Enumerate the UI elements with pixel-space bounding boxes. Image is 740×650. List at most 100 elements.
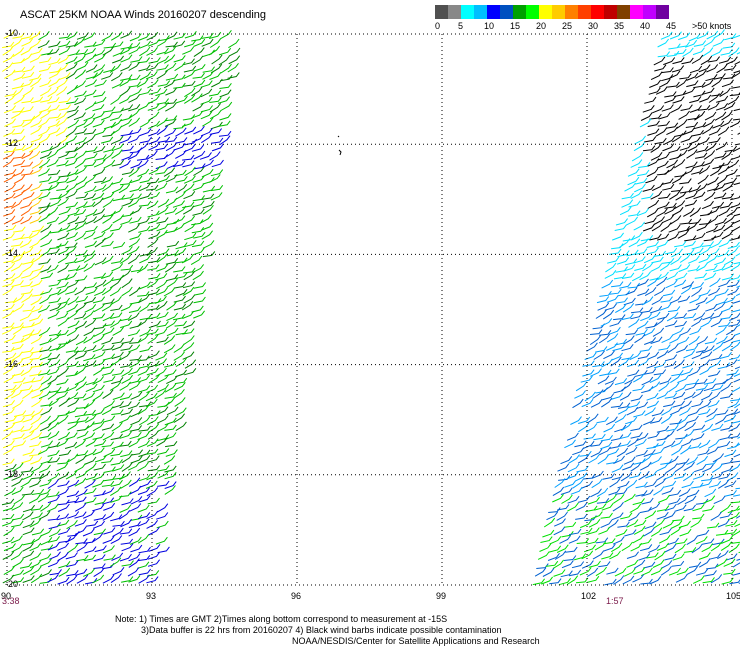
wind-barb (56, 513, 69, 521)
wind-barb (85, 225, 98, 233)
wind-barb (175, 184, 188, 194)
wind-barb (672, 327, 684, 336)
wind-barb (639, 345, 653, 352)
wind-barb (91, 533, 104, 543)
wind-barb (581, 560, 594, 569)
wind-barb (712, 538, 725, 546)
wind-barb (631, 152, 644, 162)
wind-barb (31, 159, 43, 169)
wind-barb (669, 31, 682, 40)
wind-barb (129, 216, 142, 224)
wind-barb (664, 202, 677, 209)
wind-barb (102, 320, 115, 327)
wind-barb (621, 353, 634, 361)
wind-barb (733, 453, 740, 458)
wind-barb (101, 271, 114, 279)
wind-barb (656, 169, 670, 176)
wind-barb (662, 289, 676, 297)
wind-barb (73, 312, 87, 320)
wind-barb (110, 450, 123, 457)
wind-barb (598, 333, 611, 344)
wind-barb (12, 128, 25, 135)
wind-barb (664, 543, 677, 553)
wind-barb (85, 79, 97, 88)
wind-barb (685, 191, 698, 200)
wind-barb (57, 503, 70, 512)
wind-barb (84, 546, 97, 554)
wind-barb (734, 61, 740, 65)
wind-barb (94, 498, 107, 505)
wind-barb (595, 537, 609, 544)
wind-barb (83, 327, 96, 337)
wind-barb (649, 305, 663, 314)
wind-barb (719, 433, 732, 441)
wind-barb (622, 303, 635, 313)
wind-barb (155, 168, 168, 175)
wind-barb (57, 232, 70, 241)
wind-barb (29, 239, 41, 249)
wind-barb (733, 70, 740, 74)
wind-barb (561, 560, 574, 569)
wind-barb (164, 465, 177, 473)
wind-barb (729, 119, 740, 128)
wind-barb (182, 328, 195, 335)
wind-barb (667, 233, 679, 242)
wind-barb (590, 488, 602, 498)
wind-barb (696, 262, 708, 272)
wind-barb (173, 351, 185, 361)
wind-barb (57, 274, 70, 282)
wind-barb (67, 309, 79, 320)
wind-barb (128, 381, 141, 391)
wind-barb (137, 431, 150, 440)
wind-barb (40, 569, 52, 578)
wind-barb (1, 430, 14, 440)
wind-barb (718, 207, 731, 217)
wind-barb (112, 194, 126, 202)
wind-barb (156, 503, 169, 513)
wind-barb (137, 555, 151, 562)
wind-barb (92, 119, 105, 128)
wind-barb (130, 265, 144, 273)
wind-barb (191, 240, 205, 248)
wind-barb (643, 328, 656, 337)
wind-barb (57, 551, 69, 562)
wind-barb (705, 264, 718, 272)
wind-barb (686, 535, 698, 546)
wind-barb (626, 216, 638, 226)
wind-barb (676, 119, 688, 129)
wind-barb (13, 440, 27, 448)
wind-barb (20, 161, 34, 168)
wind-barb (603, 350, 615, 360)
wind-barb (641, 489, 654, 497)
wind-barb (182, 201, 195, 209)
wind-barb (58, 97, 71, 104)
wind-barb (39, 432, 52, 439)
wind-barb (172, 40, 186, 48)
wind-barb (674, 279, 687, 288)
wind-barb (110, 31, 123, 41)
wind-barb (701, 423, 714, 433)
wind-barb (683, 504, 696, 512)
wind-barb (66, 224, 79, 232)
wind-barb (569, 528, 582, 536)
wind-barb (92, 479, 105, 488)
wind-barb (165, 87, 178, 96)
color-swatch (474, 5, 487, 19)
wind-barb (47, 472, 60, 482)
wind-barb (674, 171, 687, 178)
wind-barb (173, 413, 185, 423)
wind-barb (147, 264, 160, 271)
wind-barb (110, 95, 122, 105)
wind-barb (691, 54, 704, 64)
wind-barb (39, 345, 52, 353)
wind-barb (148, 231, 161, 240)
wind-barb (146, 47, 158, 56)
wind-barb (2, 279, 15, 288)
wind-barb (702, 505, 715, 512)
wind-barb (29, 518, 42, 528)
wind-barb (111, 441, 124, 450)
wind-barb (674, 320, 687, 328)
wind-barb (666, 463, 678, 473)
color-scale-label: 20 (536, 21, 547, 31)
wind-barb (619, 282, 632, 289)
